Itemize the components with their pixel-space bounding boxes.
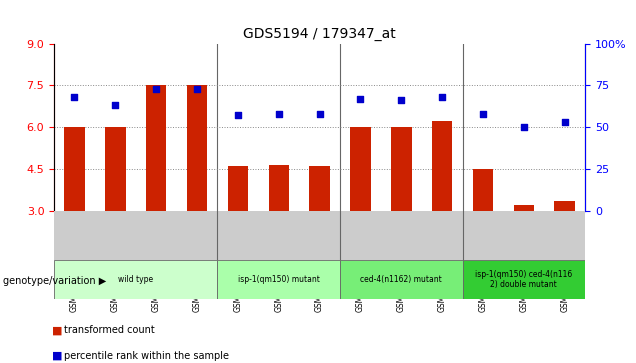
Point bbox=[110, 102, 120, 108]
Point bbox=[151, 86, 162, 91]
Bar bbox=[105, 127, 125, 211]
Text: ■: ■ bbox=[52, 351, 62, 361]
Title: GDS5194 / 179347_at: GDS5194 / 179347_at bbox=[243, 27, 396, 41]
Point bbox=[69, 94, 80, 100]
Text: ced-4(n1162) mutant: ced-4(n1162) mutant bbox=[361, 275, 442, 284]
Text: ■: ■ bbox=[52, 325, 62, 335]
Bar bbox=[218, 260, 340, 299]
Bar bbox=[340, 260, 462, 299]
Text: percentile rank within the sample: percentile rank within the sample bbox=[64, 351, 228, 361]
Point bbox=[273, 111, 284, 117]
Bar bbox=[462, 260, 585, 299]
Text: genotype/variation ▶: genotype/variation ▶ bbox=[3, 276, 106, 286]
Text: wild type: wild type bbox=[118, 275, 153, 284]
Point bbox=[192, 86, 202, 91]
Bar bbox=[432, 122, 452, 211]
Point bbox=[560, 119, 570, 125]
Bar bbox=[228, 166, 248, 211]
Bar bbox=[54, 260, 218, 299]
Bar bbox=[391, 127, 411, 211]
Text: transformed count: transformed count bbox=[64, 325, 155, 335]
Point bbox=[356, 96, 366, 102]
Bar bbox=[146, 85, 167, 211]
Point bbox=[315, 111, 325, 117]
Bar bbox=[268, 165, 289, 211]
Bar bbox=[555, 201, 575, 211]
Bar bbox=[187, 85, 207, 211]
Bar bbox=[64, 127, 85, 211]
Bar bbox=[309, 166, 330, 211]
Point bbox=[437, 94, 447, 100]
Text: isp-1(qm150) mutant: isp-1(qm150) mutant bbox=[238, 275, 320, 284]
Bar bbox=[514, 205, 534, 211]
Bar bbox=[473, 169, 493, 211]
Point bbox=[519, 124, 529, 130]
Bar bbox=[350, 127, 371, 211]
Point bbox=[233, 113, 243, 118]
Text: isp-1(qm150) ced-4(n116
2) double mutant: isp-1(qm150) ced-4(n116 2) double mutant bbox=[475, 270, 572, 289]
Point bbox=[478, 111, 488, 117]
Point bbox=[396, 97, 406, 103]
